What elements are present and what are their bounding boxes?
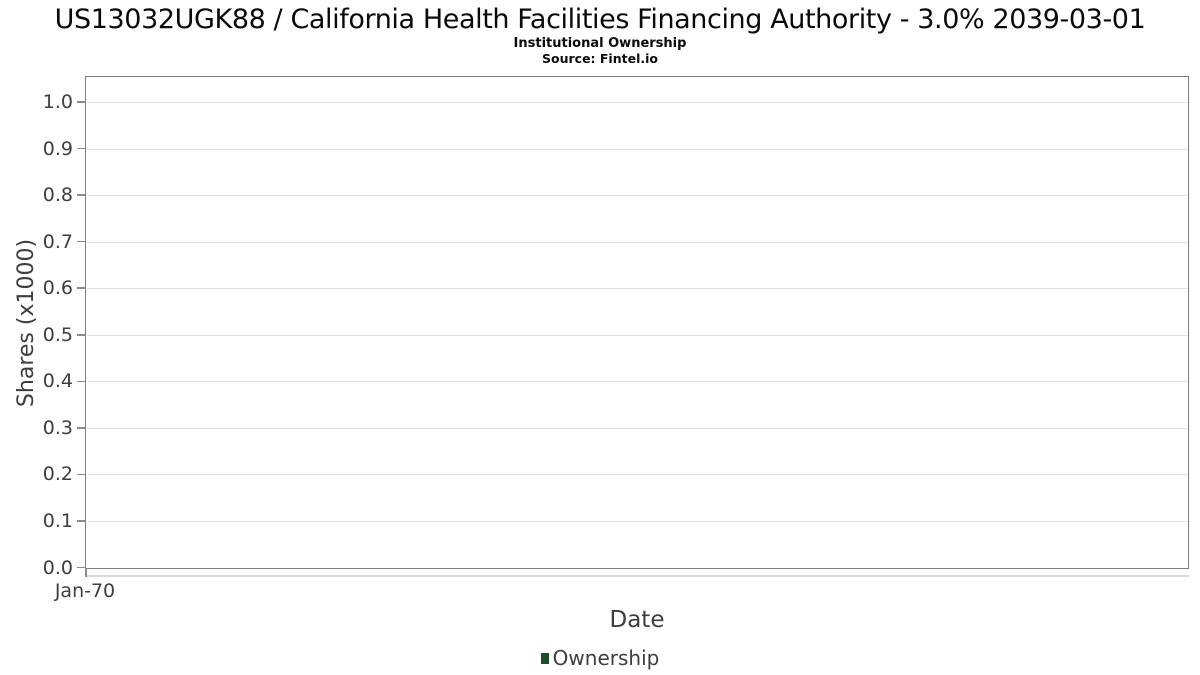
y-gridline <box>86 288 1188 290</box>
x-tick-mark <box>85 567 87 577</box>
y-tick-mark <box>77 380 85 383</box>
x-axis-title: Date <box>609 607 665 633</box>
y-gridline <box>86 102 1188 103</box>
y-tick-label: 0.4 <box>42 370 73 393</box>
y-gridline <box>86 241 1188 243</box>
y-gridline <box>86 427 1188 429</box>
y-tick-mark <box>77 334 85 336</box>
y-tick-mark <box>77 473 85 476</box>
chart-legend: Ownership <box>0 645 1200 671</box>
y-tick-mark <box>77 147 85 150</box>
x-tick-label: Jan-70 <box>54 580 116 602</box>
y-gridline <box>86 520 1188 522</box>
y-tick-mark <box>77 240 85 243</box>
y-axis-title: Shares (x1000) <box>13 238 39 407</box>
y-gridline <box>86 195 1188 197</box>
y-tick-label: 0.9 <box>42 137 73 160</box>
y-tick-label: 0.6 <box>42 277 73 300</box>
y-tick-label: 0.0 <box>42 556 73 579</box>
x-axis-line <box>85 575 1189 577</box>
y-tick-label: 0.1 <box>42 509 73 532</box>
y-tick-mark <box>77 287 85 289</box>
y-tick-label: 0.8 <box>42 184 73 207</box>
y-gridline <box>86 334 1188 336</box>
y-tick-mark <box>77 101 85 103</box>
chart-source-credit: Source: Fintel.io <box>542 51 658 66</box>
legend-marker-icon <box>540 652 549 664</box>
y-tick-label: 0.7 <box>42 230 73 253</box>
chart-subtitle: Institutional Ownership <box>513 36 687 51</box>
y-tick-label: 0.3 <box>42 416 73 439</box>
y-tick-label: 1.0 <box>42 91 73 113</box>
y-gridline <box>86 474 1188 476</box>
y-tick-label: 0.5 <box>42 323 73 346</box>
chart-title: US13032UGK88 / California Health Facilit… <box>54 4 1146 35</box>
plot-border <box>85 76 1189 569</box>
plot-area: 0.0 0.1 0.2 0.3 0.4 0.5 0.6 0.7 0.8 0.9 1.0 Shares… <box>14 76 1189 602</box>
y-tick-mark <box>77 566 85 569</box>
y-tick-label: 0.2 <box>42 463 73 486</box>
y-tick-mark <box>77 427 85 429</box>
y-gridline <box>86 381 1188 383</box>
legend-item-label: Ownership <box>552 646 660 670</box>
y-gridline <box>86 148 1188 150</box>
y-tick-mark <box>77 520 85 522</box>
y-tick-mark <box>77 194 85 196</box>
legend-item-ownership[interactable]: Ownership <box>540 646 660 670</box>
